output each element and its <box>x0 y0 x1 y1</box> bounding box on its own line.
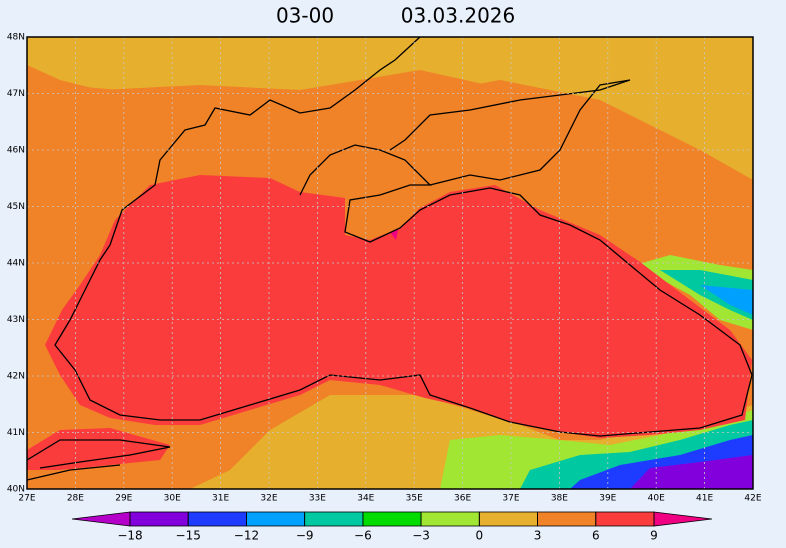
lat-tick-label: 42N <box>7 372 25 382</box>
colorbar-segment <box>362 511 422 527</box>
title-date: 03.03.2026 <box>401 4 516 28</box>
colorbar-high-end <box>653 511 713 527</box>
colorbar-segment <box>304 511 364 527</box>
lon-tick-label: 37E <box>502 494 519 504</box>
colorbar-low-end <box>71 511 131 527</box>
lat-tick-label: 48N <box>7 33 25 43</box>
colorbar-label: 3 <box>534 529 542 543</box>
colorbar: −18 −15 −12 −9 −6 −3 0 3 6 9 <box>71 511 713 543</box>
lon-tick-label: 34E <box>357 494 374 504</box>
colorbar-label: −6 <box>354 529 372 543</box>
colorbar-segment <box>595 511 655 527</box>
field-teal-east <box>660 270 753 320</box>
lat-tick-label: 43N <box>7 315 25 325</box>
field-green-east <box>635 255 753 330</box>
lat-tick-label: 40N <box>7 485 25 495</box>
field-purple-south <box>630 455 753 489</box>
lon-tick-label: 31E <box>212 494 229 504</box>
colorbar-label: −9 <box>296 529 314 543</box>
coast-azov <box>389 79 631 186</box>
lon-tick-label: 36E <box>454 494 471 504</box>
lon-tick-label: 40E <box>648 494 665 504</box>
field-orange-band <box>27 70 753 190</box>
lat-tick-label: 46N <box>7 146 25 156</box>
lon-tick-label: 35E <box>406 494 423 504</box>
colorbar-segment <box>420 511 480 527</box>
map-field <box>27 37 753 489</box>
coastline <box>26 36 753 481</box>
field-red-sea <box>45 175 752 438</box>
field-yellow-north <box>27 37 753 190</box>
coast-sea <box>54 144 753 437</box>
lon-tick-label: 41E <box>696 494 713 504</box>
lat-tick-label: 45N <box>7 202 25 212</box>
colorbar-label: 9 <box>650 529 658 543</box>
field-red-marmara <box>27 428 170 470</box>
lon-tick-label: 27E <box>18 494 35 504</box>
colorbar-label: −12 <box>234 529 259 543</box>
colorbar-segment <box>129 511 189 527</box>
lat-tick-label: 47N <box>7 89 25 99</box>
lat-tick-label: 44N <box>7 259 25 269</box>
colorbar-segment <box>246 511 306 527</box>
colorbar-label: 6 <box>592 529 600 543</box>
lon-tick-label: 39E <box>599 494 616 504</box>
colorbar-segment <box>187 511 247 527</box>
coast-marmara <box>26 439 171 481</box>
colorbar-segment <box>537 511 597 527</box>
colorbar-label: 0 <box>476 529 484 543</box>
coast-north <box>109 36 421 246</box>
lat-tick-label: 41N <box>7 428 25 438</box>
lon-tick-label: 42E <box>744 494 761 504</box>
lon-tick-label: 29E <box>115 494 132 504</box>
map-frame <box>26 36 754 490</box>
field-cyan-east <box>700 285 753 315</box>
colorbar-segment <box>478 511 538 527</box>
colorbar-label: −18 <box>117 529 142 543</box>
lon-tick-label: 38E <box>551 494 568 504</box>
colorbar-label: −3 <box>412 529 430 543</box>
lon-tick-label: 28E <box>67 494 84 504</box>
lon-tick-label: 33E <box>309 494 326 504</box>
lon-tick-label: 32E <box>260 494 277 504</box>
title-time: 03-00 <box>276 4 334 28</box>
lon-tick-label: 30E <box>164 494 181 504</box>
field-magenta-spot <box>390 230 398 240</box>
colorbar-label: −15 <box>176 529 201 543</box>
